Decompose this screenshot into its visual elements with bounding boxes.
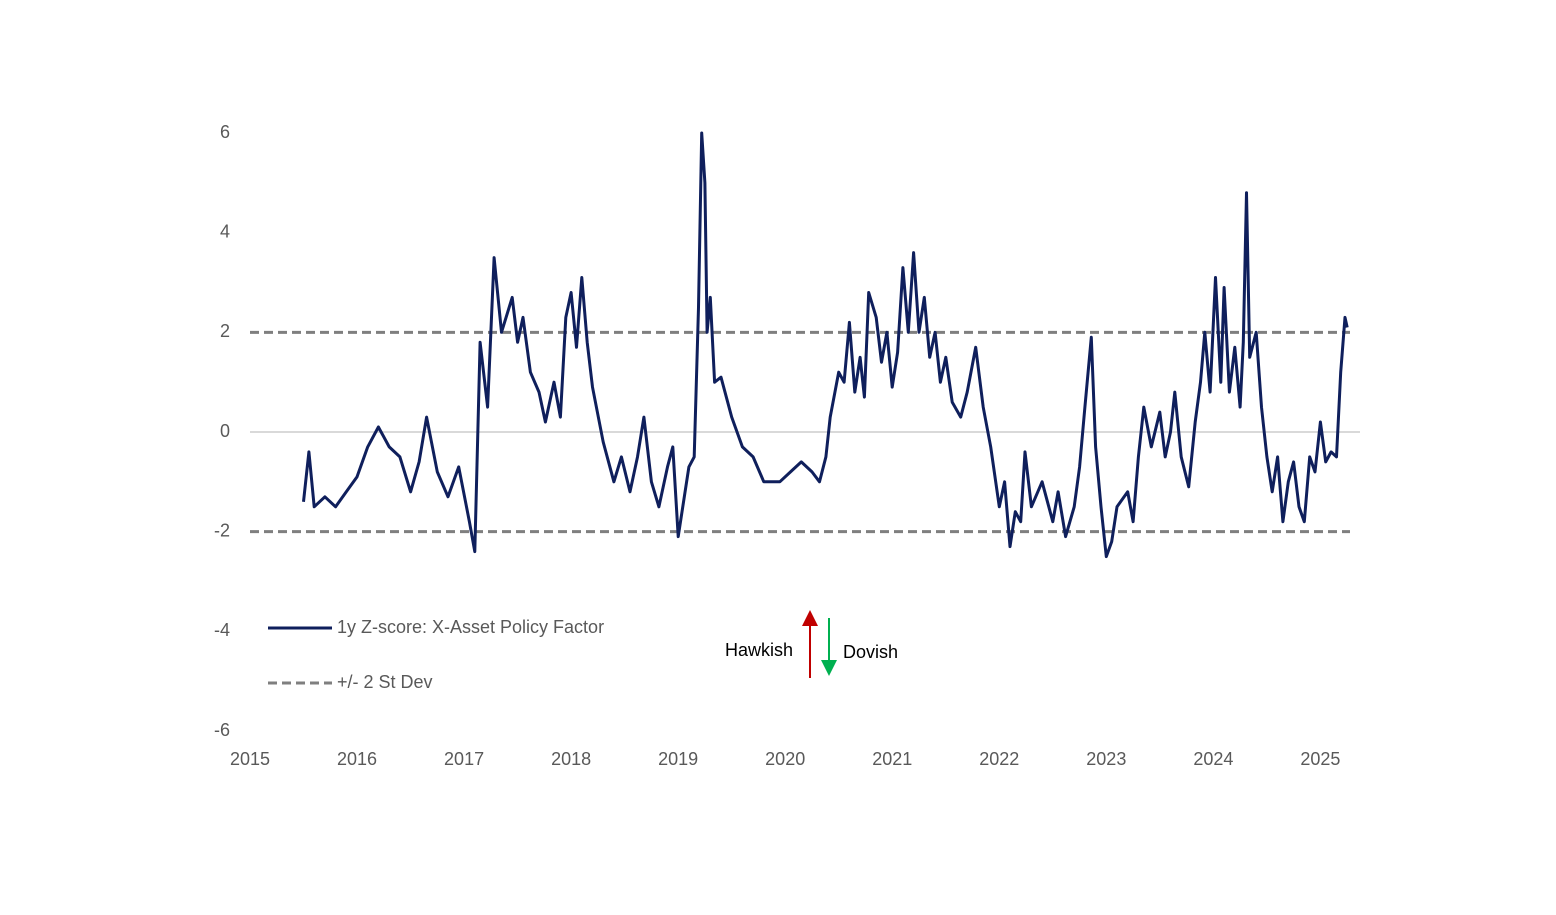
y-tick-label: 6 [220,122,230,142]
legend-label: +/- 2 St Dev [337,672,433,692]
x-tick-label: 2024 [1193,749,1233,769]
x-tick-label: 2023 [1086,749,1126,769]
x-tick-label: 2015 [230,749,270,769]
x-tick-label: 2017 [444,749,484,769]
annotation: Dovish [843,642,898,662]
y-tick-label: 0 [220,421,230,441]
y-tick-label: -2 [214,520,230,540]
annotation: Hawkish [725,640,793,660]
y-tick-label: 2 [220,321,230,341]
legend-label: 1y Z-score: X-Asset Policy Factor [337,617,604,637]
y-tick-label: -4 [214,620,230,640]
x-tick-label: 2025 [1300,749,1340,769]
x-tick-label: 2016 [337,749,377,769]
x-tick-label: 2020 [765,749,805,769]
y-tick-label: 4 [220,221,230,241]
x-tick-label: 2021 [872,749,912,769]
x-tick-label: 2019 [658,749,698,769]
series-line [302,131,1349,559]
x-tick-label: 2018 [551,749,591,769]
y-tick-label: -6 [214,720,230,740]
x-tick-label: 2022 [979,749,1019,769]
